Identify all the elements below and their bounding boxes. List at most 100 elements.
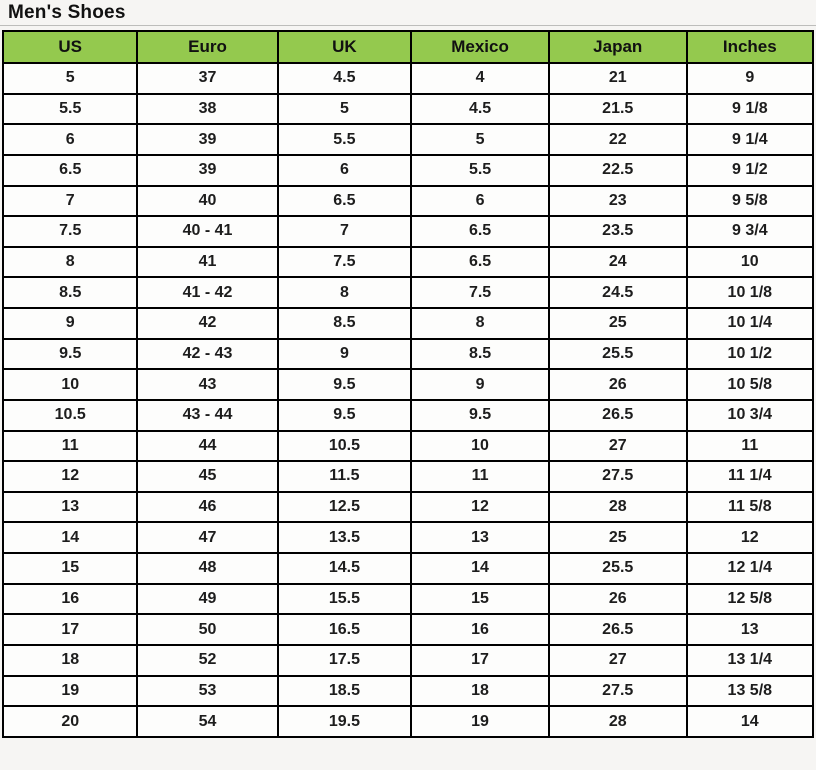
table-cell: 16 [1,582,139,616]
table-cell: 4.5 [410,92,550,126]
table-cell: 38 [136,92,279,126]
table-row: 12 45 11.5 11 27.5 11 1/4 [1,460,815,493]
table-cell: 28 [547,705,688,738]
table-cell: 11 [1,429,139,463]
table-row: 8 41 7.5 6.5 24 10 [1,245,815,279]
table-cell: 16 [410,613,550,646]
table-cell: 37 [136,62,279,95]
table-cell: 7 [1,184,139,218]
table-cell: 52 [136,643,279,677]
table-cell: 12 [685,521,815,554]
table-cell: 40 [136,184,279,218]
title-underline [0,25,816,26]
table-cell: 4.5 [276,62,413,95]
page-title: Men's Shoes [8,2,126,23]
table-row: 15 48 14.5 14 25.5 12 1/4 [1,552,815,585]
table-cell: 10 1/4 [685,307,815,340]
table-cell: 26 [547,582,688,616]
table-cell: 27.5 [547,674,688,708]
table-cell: 17 [410,643,550,677]
table-cell: 13 [410,521,550,554]
table-cell: 24 [547,245,688,279]
table-cell: 22.5 [547,153,688,187]
table-cell: 46 [136,490,279,524]
table-cell: 11 [410,460,550,493]
table-cell: 27 [547,643,688,677]
table-cell: 10.5 [276,429,413,463]
table-cell: 12.5 [276,490,413,524]
table-cell: 4 [410,62,550,95]
table-row: 7 40 6.5 6 23 9 5/8 [1,184,815,218]
table-cell: 18.5 [276,674,413,708]
table-cell: 10 1/2 [685,337,815,371]
table-cell: 9.5 [410,398,550,432]
table-cell: 12 5/8 [685,582,815,616]
table-cell: 25 [547,521,688,554]
table-row: 5 37 4.5 4 21 9 [1,62,815,95]
table-row: 19 53 18.5 18 27.5 13 5/8 [1,674,815,708]
table-cell: 11 5/8 [685,490,815,524]
table-cell: 14 [410,552,550,585]
header-cell-euro: Euro [136,30,279,64]
table-cell: 19.5 [276,705,413,738]
table-cell: 6 [276,153,413,187]
table-cell: 54 [136,705,279,738]
table-cell: 50 [136,613,279,646]
table-row: 16 49 15.5 15 26 12 5/8 [1,582,815,616]
table-cell: 9 [276,337,413,371]
table-cell: 7 [276,215,413,248]
table-cell: 8 [1,245,139,279]
table-cell: 42 - 43 [136,337,279,371]
table-cell: 15 [410,582,550,616]
table-cell: 12 [1,460,139,493]
table-row: 6.5 39 6 5.5 22.5 9 1/2 [1,153,815,187]
table-cell: 43 - 44 [136,398,279,432]
table-cell: 16.5 [276,613,413,646]
table-cell: 39 [136,153,279,187]
size-conversion-table: US Euro UK Mexico Japan Inches 5 37 4.5 4 21 9 5.5 3… [1,30,815,738]
table-cell: 6.5 [276,184,413,218]
table-cell: 21 [547,62,688,95]
table-cell: 5.5 [1,92,139,126]
table-cell: 25.5 [547,552,688,585]
table-cell: 9 1/4 [685,123,815,156]
table-cell: 27 [547,429,688,463]
table-cell: 7.5 [410,276,550,309]
table-cell: 26.5 [547,398,688,432]
table-row: 7.5 40 - 41 7 6.5 23.5 9 3/4 [1,215,815,248]
table-cell: 11 [685,429,815,463]
table-cell: 14.5 [276,552,413,585]
table-cell: 13 5/8 [685,674,815,708]
table-cell: 13 [1,490,139,524]
table-row: 14 47 13.5 13 25 12 [1,521,815,554]
table-cell: 10 1/8 [685,276,815,309]
table-cell: 26.5 [547,613,688,646]
table-cell: 9.5 [276,368,413,401]
table-cell: 10 [410,429,550,463]
table-cell: 39 [136,123,279,156]
table-cell: 8.5 [276,307,413,340]
table-cell: 49 [136,582,279,616]
table-cell: 17.5 [276,643,413,677]
table-cell: 17 [1,613,139,646]
table-cell: 45 [136,460,279,493]
table-cell: 6.5 [1,153,139,187]
table-cell: 5 [1,62,139,95]
table-row: 11 44 10.5 10 27 11 [1,429,815,463]
table-cell: 20 [1,705,139,738]
table-row: 17 50 16.5 16 26.5 13 [1,613,815,646]
table-cell: 15.5 [276,582,413,616]
table-cell: 47 [136,521,279,554]
table-cell: 23 [547,184,688,218]
table-cell: 25 [547,307,688,340]
table-cell: 53 [136,674,279,708]
table-row: 10 43 9.5 9 26 10 5/8 [1,368,815,401]
header-cell-us: US [1,30,139,64]
table-cell: 44 [136,429,279,463]
table-cell: 8 [276,276,413,309]
table-cell: 21.5 [547,92,688,126]
table-cell: 9.5 [276,398,413,432]
table-cell: 10 [1,368,139,401]
table-cell: 25.5 [547,337,688,371]
table-cell: 11 1/4 [685,460,815,493]
